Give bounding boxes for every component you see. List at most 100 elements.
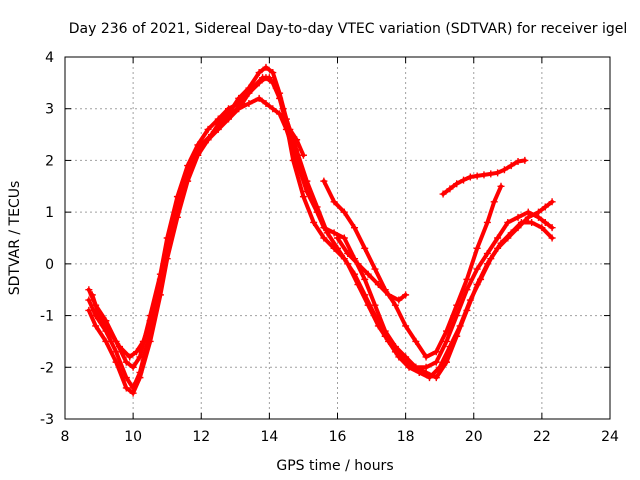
- data-point: [354, 260, 362, 268]
- y-tick-label: 1: [45, 205, 54, 221]
- data-point: [490, 198, 498, 206]
- data-point: [265, 74, 273, 82]
- data-point: [534, 208, 542, 216]
- data-point: [255, 94, 263, 102]
- data-point: [507, 162, 515, 170]
- data-point: [187, 162, 195, 170]
- data-point: [197, 141, 205, 149]
- series-trace-7: [334, 234, 410, 304]
- data-point: [497, 239, 505, 247]
- data-point: [235, 94, 243, 102]
- data-point: [538, 224, 546, 232]
- data-point: [500, 166, 508, 174]
- data-point: [395, 296, 403, 304]
- data-point: [139, 337, 147, 345]
- data-point: [374, 322, 382, 330]
- y-axis: -3 -2 -1 0 1 2 3 4: [40, 50, 610, 428]
- data-point: [105, 327, 113, 335]
- data-point: [548, 224, 556, 232]
- data-point: [112, 358, 120, 366]
- data-point: [463, 275, 471, 283]
- data-point: [167, 229, 175, 237]
- data-point: [548, 234, 556, 242]
- data-point: [334, 244, 341, 252]
- y-tick-label: -3: [40, 412, 54, 428]
- x-tick-label: 24: [601, 429, 619, 445]
- data-point: [146, 317, 154, 325]
- data-point: [320, 177, 328, 185]
- data-point: [412, 337, 420, 345]
- x-tick-label: 14: [260, 429, 278, 445]
- data-point: [443, 327, 450, 335]
- data-point: [320, 234, 328, 242]
- data-point: [497, 182, 505, 190]
- data-point: [129, 389, 137, 397]
- data-point: [477, 275, 485, 283]
- data-point: [364, 301, 372, 309]
- data-point: [299, 193, 307, 201]
- data-point: [129, 363, 137, 371]
- data-point: [446, 185, 454, 193]
- data-point: [146, 337, 154, 345]
- y-tick-label: 0: [45, 257, 54, 273]
- data-point: [432, 374, 440, 382]
- y-tick-label: -1: [40, 309, 54, 325]
- data-point: [272, 84, 280, 92]
- data-point: [323, 229, 331, 237]
- y-axis-label: SDTVAR / TECUs: [7, 181, 23, 296]
- data-point: [443, 337, 450, 345]
- data-point: [238, 100, 246, 108]
- grid-lines: [65, 57, 610, 419]
- data-point: [269, 69, 277, 77]
- data-point: [385, 337, 393, 345]
- y-tick-label: 2: [45, 153, 54, 169]
- data-point: [344, 260, 352, 268]
- series-trace-5: [320, 177, 505, 361]
- data-point: [334, 234, 341, 242]
- data-point: [218, 120, 226, 128]
- data-point: [456, 322, 464, 330]
- data-point: [473, 265, 481, 273]
- x-axis-label: GPS time / hours: [276, 458, 393, 474]
- data-point: [85, 286, 93, 294]
- data-traces: [85, 63, 556, 397]
- data-point: [279, 105, 287, 113]
- data-point: [299, 151, 307, 159]
- data-point: [425, 374, 433, 382]
- data-point: [439, 190, 447, 198]
- data-point: [351, 224, 359, 232]
- series-trace-6: [439, 156, 529, 198]
- data-point: [473, 244, 481, 252]
- y-tick-label: -2: [40, 360, 54, 376]
- data-point: [255, 69, 263, 77]
- data-point: [415, 368, 423, 376]
- data-point: [245, 100, 253, 108]
- x-axis: 8 10 12 14 16 18 20 22 24: [61, 57, 619, 445]
- data-point: [395, 353, 403, 361]
- data-point: [92, 322, 100, 330]
- series-line: [90, 75, 306, 359]
- data-point: [466, 173, 474, 181]
- data-point: [133, 348, 141, 356]
- data-point: [466, 296, 474, 304]
- data-point: [436, 363, 444, 371]
- data-point: [303, 177, 311, 185]
- data-point: [286, 125, 294, 133]
- data-point: [374, 281, 382, 289]
- data-point: [293, 136, 301, 144]
- data-point: [371, 301, 379, 309]
- data-point: [262, 63, 270, 71]
- data-point: [259, 74, 267, 82]
- data-point: [385, 291, 393, 299]
- data-point: [432, 358, 440, 366]
- data-point: [207, 131, 215, 139]
- data-point: [354, 281, 362, 289]
- data-point: [248, 84, 256, 92]
- data-point: [330, 229, 338, 237]
- data-point: [361, 275, 369, 283]
- x-tick-label: 10: [124, 429, 142, 445]
- series-trace-4: [88, 74, 307, 361]
- series-line: [86, 96, 555, 390]
- data-point: [453, 180, 461, 188]
- data-point: [340, 234, 348, 242]
